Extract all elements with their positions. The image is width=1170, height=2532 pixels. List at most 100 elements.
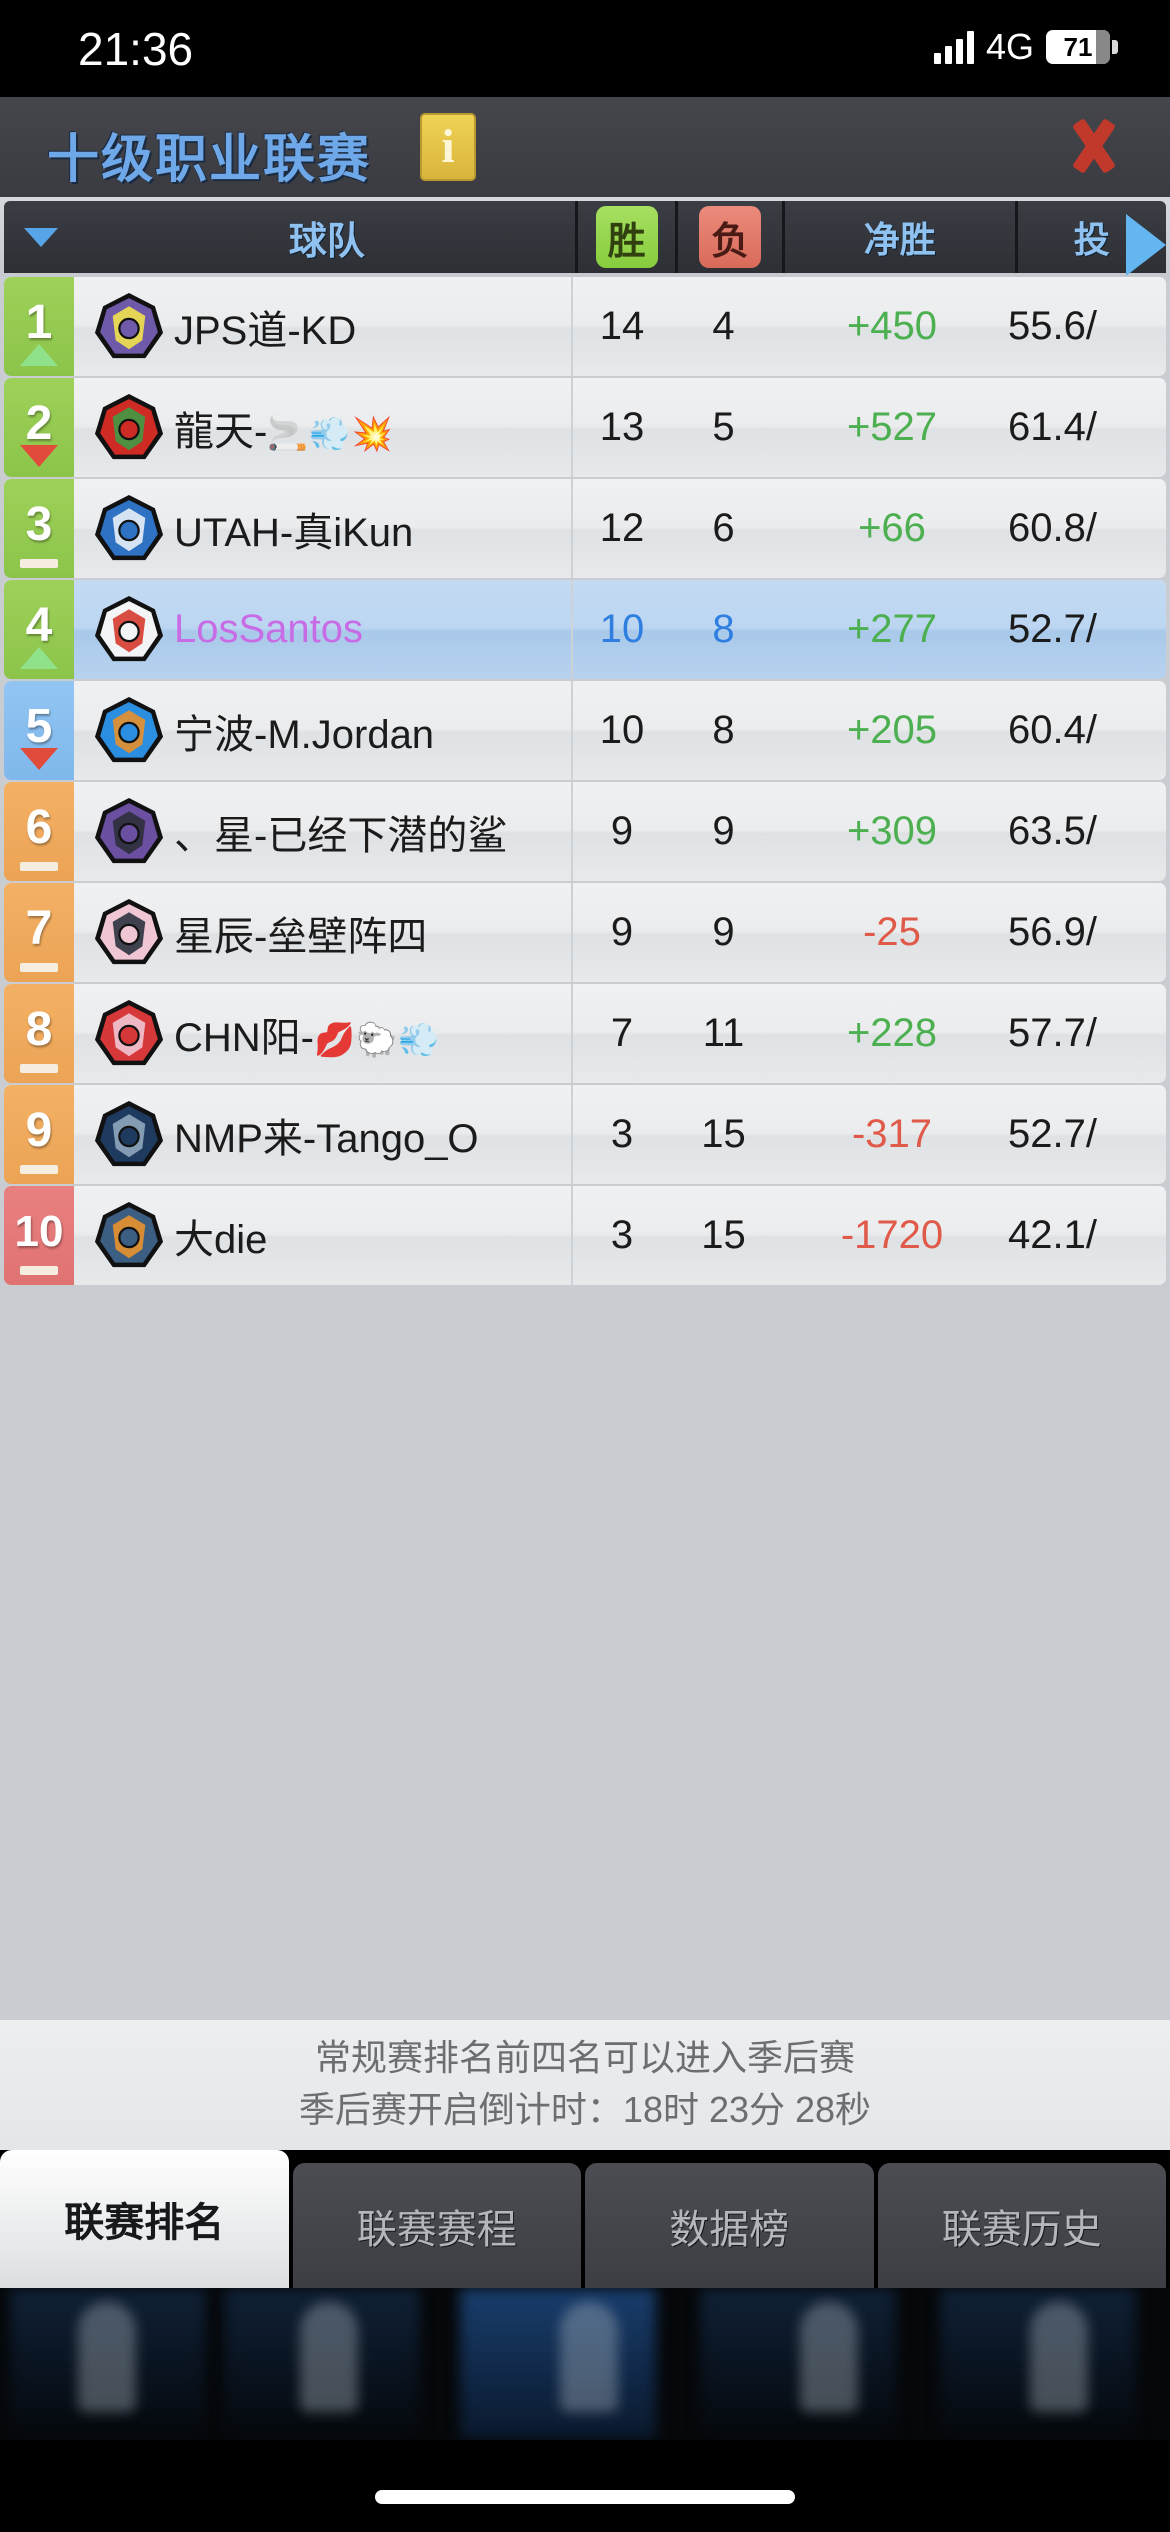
rank-badge: 5 bbox=[4, 681, 74, 780]
team-logo-icon bbox=[94, 494, 164, 560]
team-logo-icon bbox=[94, 292, 164, 358]
sort-toggle[interactable] bbox=[4, 227, 78, 247]
playoff-note-line2: 季后赛开启倒计时：18时 23分 28秒 bbox=[298, 2089, 872, 2131]
team-cell[interactable]: CHN阳-💋🐑💨 bbox=[74, 984, 571, 1083]
cell-net: +228 bbox=[846, 1011, 938, 1055]
trend-flat-icon bbox=[20, 963, 58, 972]
stats-cells: 3 15 -317 52.7/ bbox=[571, 1085, 1166, 1184]
team-name: 大die bbox=[174, 1217, 268, 1262]
team-cell[interactable]: 、星-已经下潜的鲨 bbox=[74, 782, 571, 881]
status-bar-clock: 21:36 bbox=[78, 23, 194, 75]
stats-cells: 14 4 +450 55.6/ bbox=[571, 277, 1166, 376]
team-cell[interactable]: LosSantos bbox=[74, 580, 571, 679]
table-row[interactable]: 8 CHN阳-💋🐑💨 7 11 +228 57.7/ bbox=[4, 984, 1166, 1083]
cell-wins: 10 bbox=[599, 708, 645, 752]
stats-cells: 9 9 -25 56.9/ bbox=[571, 883, 1166, 982]
trend-flat-icon bbox=[20, 862, 58, 871]
cell-pct: 55.6/ bbox=[1008, 304, 1097, 348]
team-logo-icon bbox=[94, 595, 164, 661]
cell-wins: 9 bbox=[610, 910, 634, 954]
table-row[interactable]: 4 LosSantos 10 8 +277 52.7/ bbox=[4, 580, 1166, 679]
close-icon[interactable] bbox=[1058, 109, 1130, 181]
team-name: LosSantos bbox=[174, 607, 364, 651]
cell-net: -25 bbox=[863, 910, 921, 954]
rank-number: 5 bbox=[25, 700, 53, 753]
rank-badge: 2 bbox=[4, 378, 74, 477]
cell-net: +309 bbox=[846, 809, 938, 853]
table-row[interactable]: 3 UTAH-真iKun 12 6 +66 60.8/ bbox=[4, 479, 1166, 578]
team-logo bbox=[92, 1098, 166, 1172]
rank-number: 2 bbox=[25, 397, 53, 450]
table-row[interactable]: 9 NMP来-Tango_O 3 15 -317 52.7/ bbox=[4, 1085, 1166, 1184]
rank-number: 10 bbox=[14, 1206, 64, 1256]
table-row[interactable]: 10 大die 3 15 -1720 42.1/ bbox=[4, 1186, 1166, 1285]
team-name: CHN阳-💋🐑💨 bbox=[174, 1015, 441, 1060]
team-logo bbox=[92, 593, 166, 667]
team-logo bbox=[92, 391, 166, 465]
cell-losses: 11 bbox=[702, 1011, 745, 1055]
column-header-losses[interactable]: 负 bbox=[678, 206, 782, 268]
column-header-team[interactable]: 球队 bbox=[288, 220, 365, 263]
tab-2[interactable]: 联赛赛程 bbox=[292, 2163, 581, 2288]
trend-up-icon bbox=[20, 344, 58, 366]
playoff-note-line1: 常规赛排名前四名可以进入季后赛 bbox=[314, 2037, 855, 2078]
info-icon[interactable]: i bbox=[420, 113, 476, 181]
table-row[interactable]: 7 星辰-垒壁阵四 9 9 -25 56.9/ bbox=[4, 883, 1166, 982]
team-name: UTAH-真iKun bbox=[174, 510, 414, 555]
team-name: 、星-已经下潜的鲨 bbox=[174, 813, 508, 858]
table-row[interactable]: 2 龍天-🚬💨💥 13 5 +527 61.4/ bbox=[4, 378, 1166, 477]
trend-up-icon bbox=[20, 647, 58, 669]
tab-1[interactable]: 联赛排名 bbox=[0, 2150, 289, 2288]
cell-wins: 3 bbox=[610, 1112, 634, 1156]
cell-pct: 61.4/ bbox=[1008, 405, 1097, 449]
cell-net: +277 bbox=[846, 607, 938, 651]
team-cell[interactable]: NMP来-Tango_O bbox=[74, 1085, 571, 1184]
column-header-net[interactable]: 净胜 bbox=[863, 219, 936, 260]
tab-bar[interactable]: 联赛排名 联赛赛程 数据榜 联赛历史 bbox=[0, 2150, 1170, 2288]
column-header-next[interactable]: 投 bbox=[1073, 219, 1110, 260]
team-cell[interactable]: JPS道-KD bbox=[74, 277, 571, 376]
team-cell[interactable]: UTAH-真iKun bbox=[74, 479, 571, 578]
rank-badge: 6 bbox=[4, 782, 74, 881]
status-bar: 21:36 4G 71 bbox=[0, 0, 1170, 97]
cell-wins: 13 bbox=[599, 405, 645, 449]
team-cell[interactable]: 龍天-🚬💨💥 bbox=[74, 378, 571, 477]
cell-wins: 12 bbox=[599, 506, 645, 550]
cell-pct: 57.7/ bbox=[1008, 1011, 1097, 1055]
cell-losses: 15 bbox=[701, 1112, 746, 1156]
cell-losses: 8 bbox=[712, 607, 735, 651]
page-title: 十级职业联赛 bbox=[47, 131, 372, 189]
tab-3[interactable]: 数据榜 bbox=[585, 2163, 874, 2288]
table-row[interactable]: 5 宁波-M.Jordan 10 8 +205 60.4/ bbox=[4, 681, 1166, 780]
table-row[interactable]: 6 、星-已经下潜的鲨 9 9 +309 63.5/ bbox=[4, 782, 1166, 881]
chevron-down-icon bbox=[24, 227, 59, 247]
stats-cells: 13 5 +527 61.4/ bbox=[571, 378, 1166, 477]
column-header-wins[interactable]: 胜 bbox=[578, 206, 675, 268]
team-cell[interactable]: 大die bbox=[74, 1186, 571, 1285]
rank-number: 4 bbox=[25, 599, 53, 652]
team-logo bbox=[92, 694, 166, 768]
trend-flat-icon bbox=[20, 1165, 58, 1174]
team-logo bbox=[92, 896, 166, 970]
cell-pct: 60.4/ bbox=[1008, 708, 1097, 752]
team-logo-icon bbox=[94, 1100, 164, 1166]
team-cell[interactable]: 星辰-垒壁阵四 bbox=[74, 883, 571, 982]
cell-net: +66 bbox=[858, 506, 926, 550]
rank-number: 9 bbox=[25, 1104, 53, 1157]
trend-flat-icon bbox=[20, 1064, 58, 1073]
cell-pct: 52.7/ bbox=[1008, 607, 1097, 651]
standings-list[interactable]: 1 JPS道-KD 14 4 +450 55.6/2 龍天-🚬💨💥 13 5 +527 61.4/3… bbox=[0, 277, 1170, 2020]
rank-number: 1 bbox=[25, 296, 53, 349]
cell-wins: 14 bbox=[599, 304, 645, 348]
chevron-right-icon[interactable] bbox=[1126, 214, 1170, 276]
home-indicator-area bbox=[0, 2440, 1170, 2532]
team-logo-icon bbox=[94, 393, 164, 459]
rank-badge: 10 bbox=[4, 1186, 74, 1285]
cell-pct: 63.5/ bbox=[1008, 809, 1097, 853]
team-cell[interactable]: 宁波-M.Jordan bbox=[74, 681, 571, 780]
tab-4[interactable]: 联赛历史 bbox=[877, 2163, 1166, 2288]
team-logo bbox=[92, 1199, 166, 1273]
rank-number: 3 bbox=[25, 498, 53, 551]
table-row[interactable]: 1 JPS道-KD 14 4 +450 55.6/ bbox=[4, 277, 1166, 376]
cell-pct: 56.9/ bbox=[1008, 910, 1097, 954]
